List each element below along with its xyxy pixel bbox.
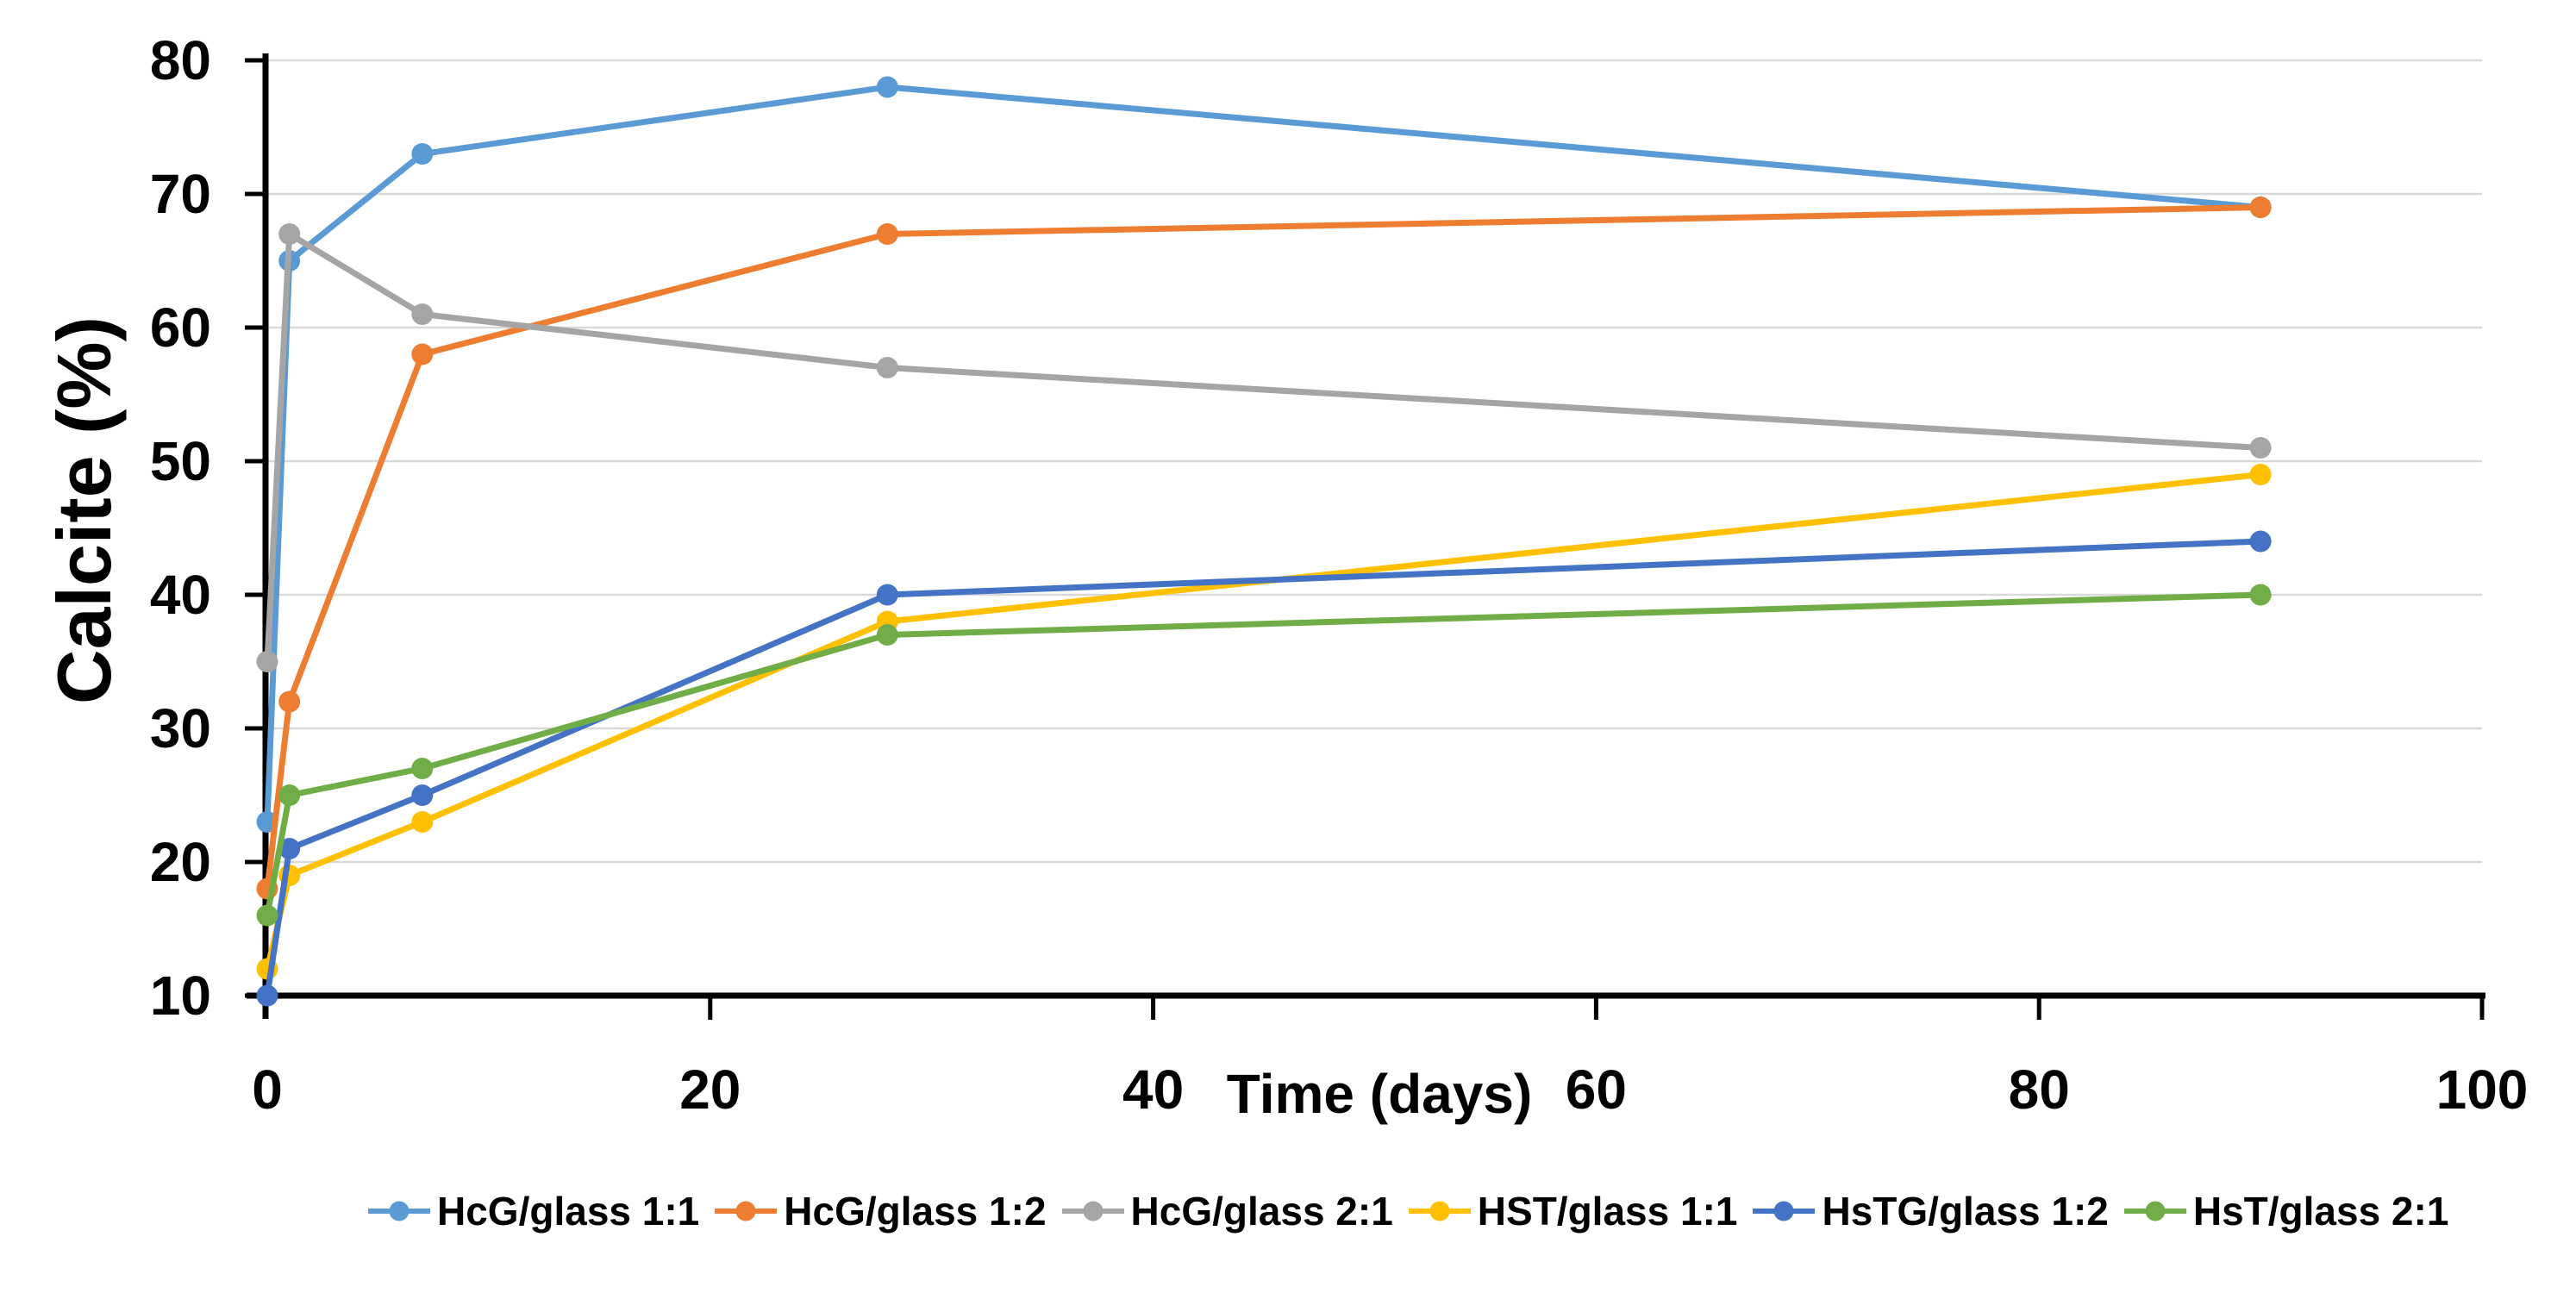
legend-item: HcG/glass 2:1 xyxy=(1061,1188,1393,1234)
data-point-marker xyxy=(411,343,434,365)
y-tick-label: 70 xyxy=(149,163,211,225)
series-line-HST-glass-1-1 xyxy=(264,472,2264,972)
legend-item: HST/glass 1:1 xyxy=(1408,1188,1738,1234)
data-point-marker xyxy=(411,811,434,833)
legend-item: HcG/glass 1:1 xyxy=(368,1188,699,1234)
series-line-HcG-glass-1-2 xyxy=(264,204,2264,892)
data-point-marker xyxy=(278,690,301,713)
legend-line-marker-icon xyxy=(1061,1201,1124,1221)
data-point-marker xyxy=(256,651,278,672)
y-tick-label: 60 xyxy=(149,297,211,359)
legend-item-label: HsTG/glass 1:2 xyxy=(1822,1189,2109,1234)
data-point-marker xyxy=(2249,464,2272,485)
legend-item: HsTG/glass 1:2 xyxy=(1753,1188,2109,1234)
y-tick-label: 10 xyxy=(149,965,211,1027)
data-point-marker xyxy=(411,758,434,779)
x-tick-label: 80 xyxy=(2008,1059,2070,1121)
y-tick-label: 50 xyxy=(149,430,211,492)
data-point-marker xyxy=(411,143,434,165)
legend-line-marker-icon xyxy=(2123,1201,2186,1221)
legend-item: HsT/glass 2:1 xyxy=(2123,1188,2449,1234)
x-tick-label: 0 xyxy=(252,1059,283,1121)
legend-item-label: HST/glass 1:1 xyxy=(1477,1189,1738,1234)
series-line-HcG-glass-1-1 xyxy=(264,84,2264,825)
legend-line-marker-icon xyxy=(1753,1201,1816,1221)
legend-line-marker-icon xyxy=(715,1201,778,1221)
data-point-marker xyxy=(278,784,301,806)
legend-item-label: HsT/glass 2:1 xyxy=(2192,1189,2449,1234)
x-tick-label: 20 xyxy=(679,1059,741,1121)
data-point-marker xyxy=(411,303,434,325)
x-tick-label: 100 xyxy=(2435,1059,2529,1121)
legend-line-marker-icon xyxy=(1408,1201,1471,1221)
x-tick-label: 60 xyxy=(1565,1059,1627,1121)
legend-line-marker-icon xyxy=(368,1201,430,1221)
data-point-marker xyxy=(876,223,898,245)
data-point-marker xyxy=(876,357,898,378)
data-point-marker xyxy=(411,784,434,806)
data-point-marker xyxy=(876,584,898,606)
y-tick-label: 30 xyxy=(149,697,211,759)
series-line-HcG-glass-2-1 xyxy=(264,231,2264,665)
data-point-marker xyxy=(2249,530,2272,553)
data-point-marker xyxy=(876,76,898,98)
y-tick-label: 80 xyxy=(149,29,211,91)
data-point-marker xyxy=(2249,197,2272,218)
legend-item-label: HcG/glass 2:1 xyxy=(1130,1189,1393,1234)
legend-item-label: HcG/glass 1:2 xyxy=(784,1189,1047,1234)
y-axis-title: Calcite (%) xyxy=(41,316,127,704)
series-line-HsTG-glass-1-2 xyxy=(264,538,2264,999)
data-point-marker xyxy=(256,984,278,1007)
y-tick-label: 40 xyxy=(149,564,211,626)
data-point-marker xyxy=(876,624,898,646)
data-point-marker xyxy=(2249,584,2272,606)
data-point-marker xyxy=(278,838,301,859)
x-axis-title: Time (days) xyxy=(1226,1063,1533,1125)
chart-legend: HcG/glass 1:1 HcG/glass 1:2 HcG/glass 2:1 H… xyxy=(368,1188,2448,1234)
series-line-HsT-glass-2-1 xyxy=(264,591,2264,919)
data-point-marker xyxy=(278,223,301,245)
y-tick-label: 20 xyxy=(149,831,211,893)
x-tick-label: 40 xyxy=(1122,1059,1185,1121)
legend-item: HcG/glass 1:2 xyxy=(715,1188,1047,1234)
data-point-marker xyxy=(2249,437,2272,459)
data-point-marker xyxy=(256,904,278,927)
legend-item-label: HcG/glass 1:1 xyxy=(437,1189,700,1234)
